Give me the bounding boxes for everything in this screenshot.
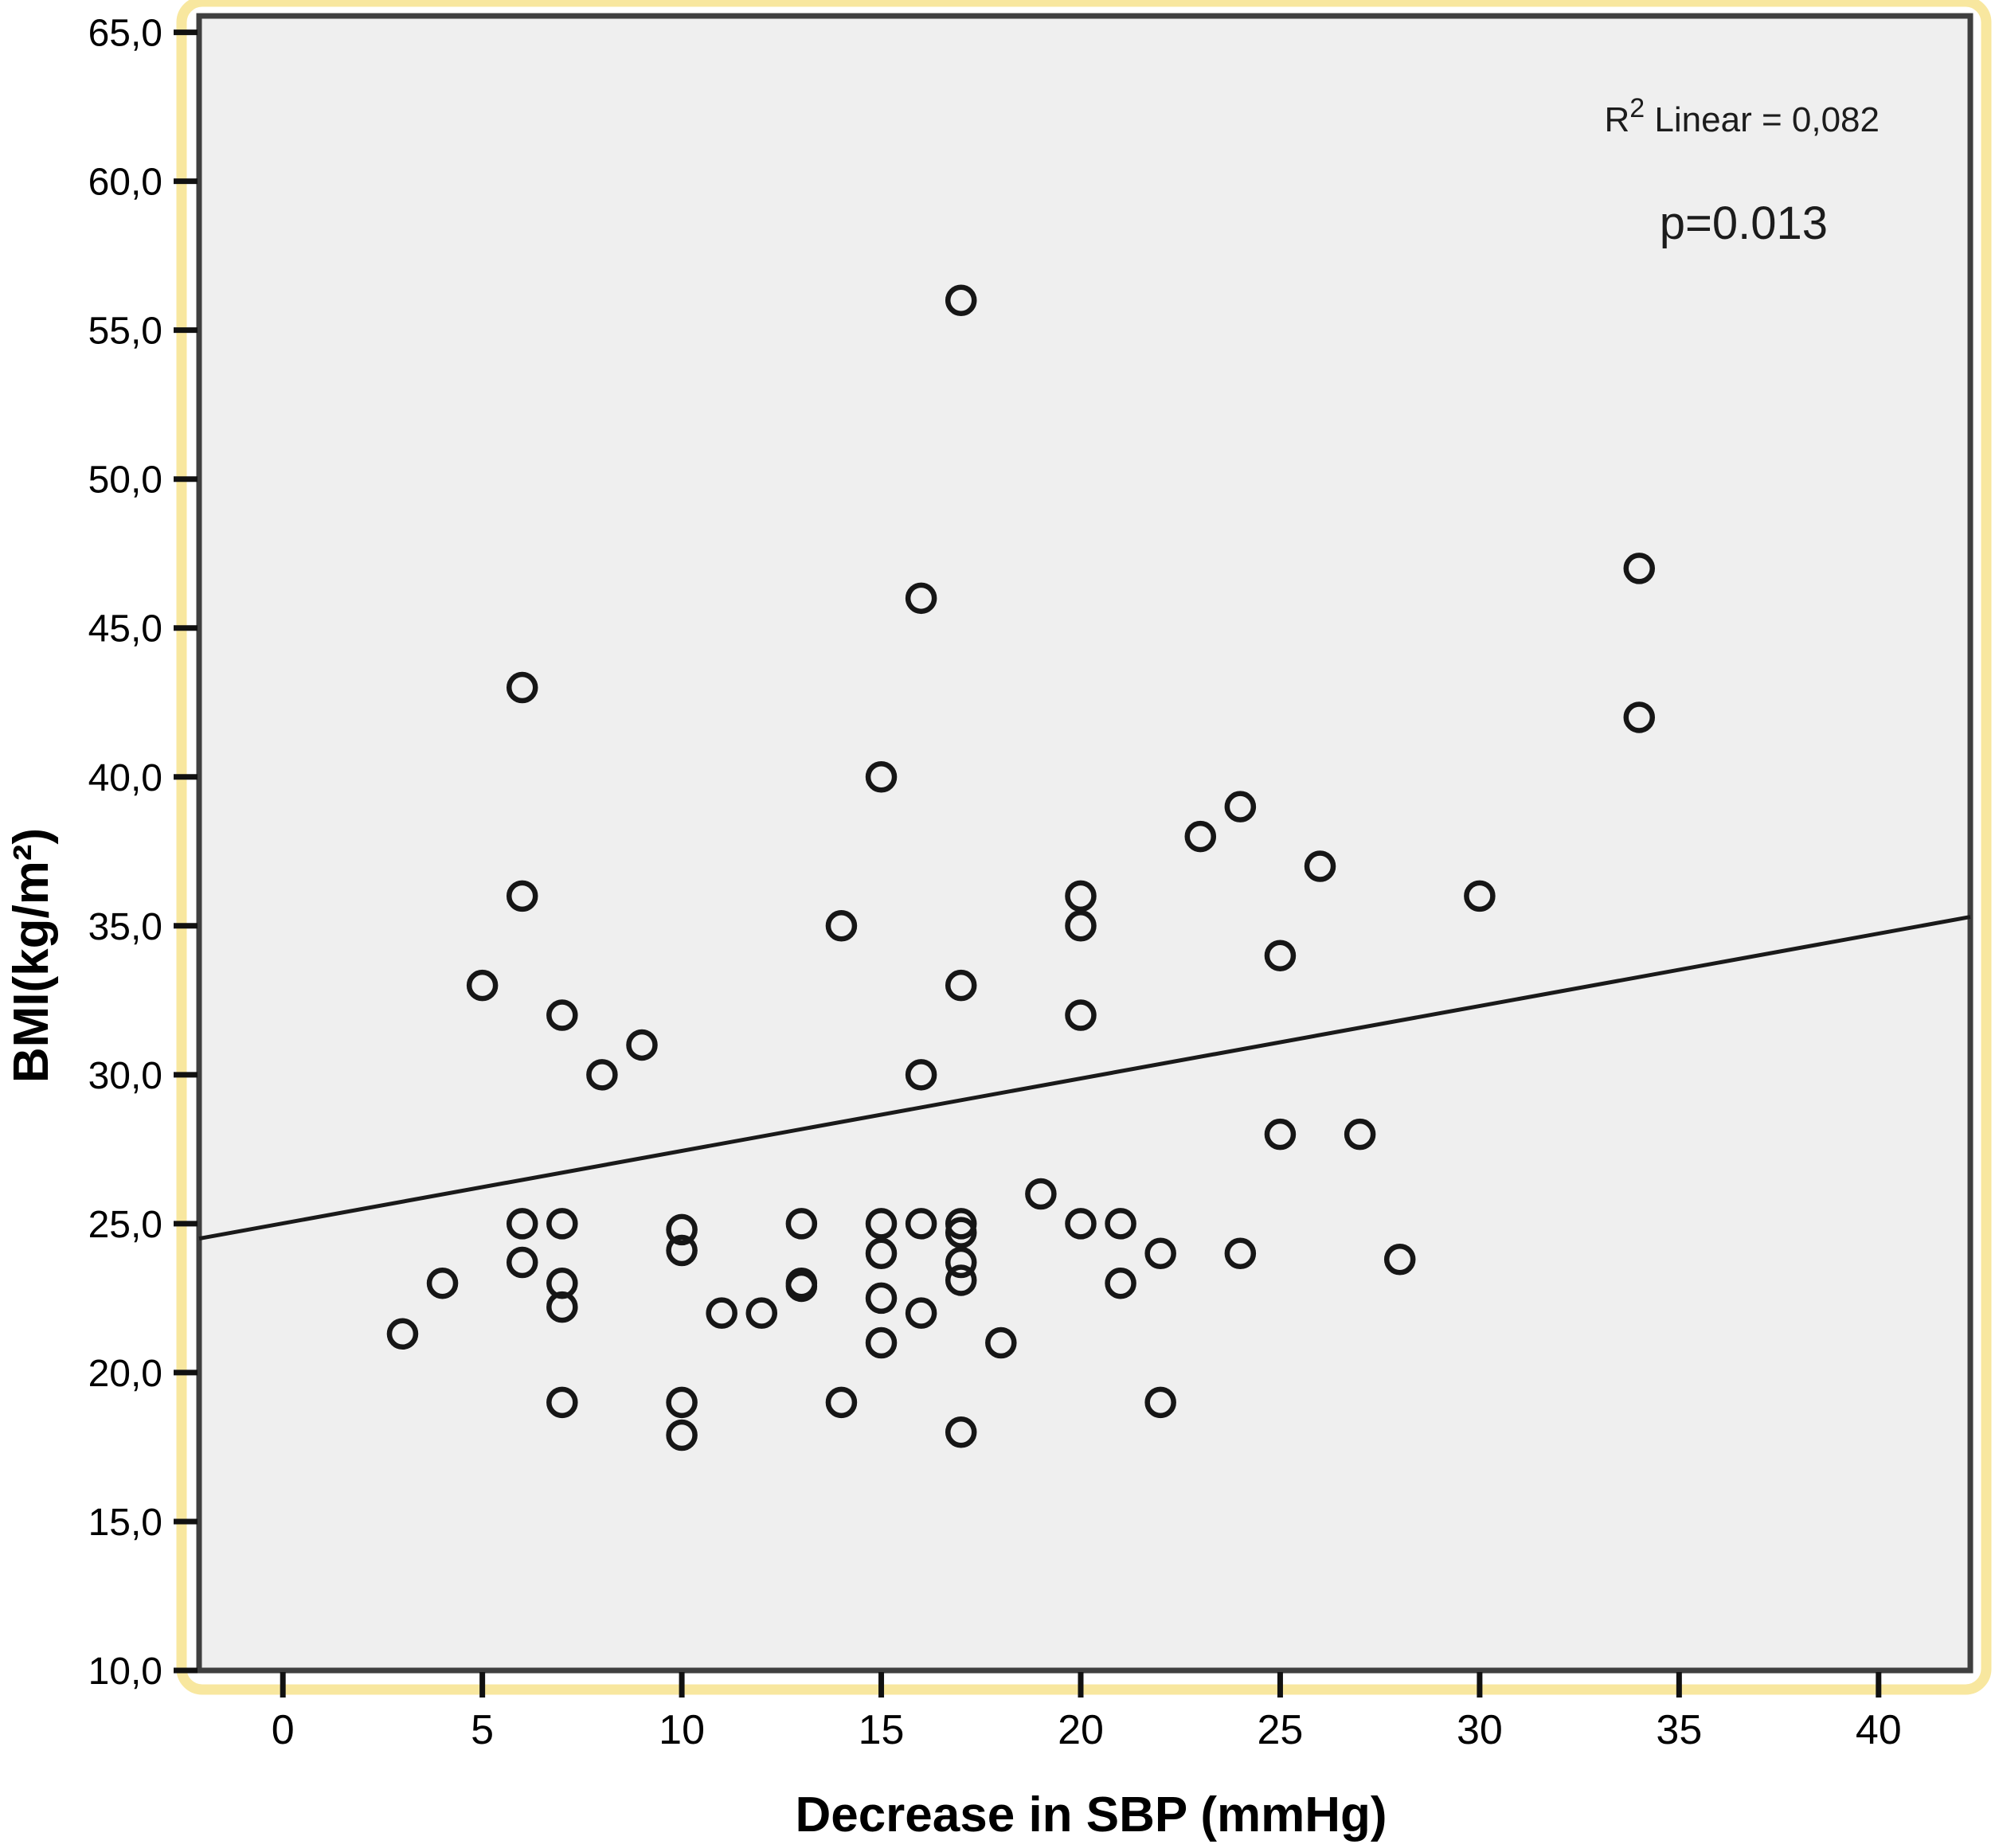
x-tick-label: 25 — [1258, 1707, 1304, 1753]
x-tick-label: 15 — [859, 1707, 905, 1753]
data-point — [945, 1416, 977, 1448]
plot-outer-frame — [176, 0, 1992, 1695]
data-point — [1264, 940, 1297, 971]
data-point — [865, 1208, 898, 1240]
y-tick-label: 55,0 — [88, 311, 162, 353]
data-point — [1623, 701, 1656, 733]
data-point — [1224, 791, 1257, 822]
y-tick-label: 10,0 — [88, 1651, 162, 1693]
plot-area — [196, 13, 1973, 1674]
data-point — [1184, 820, 1217, 853]
y-axis-title: BMI(kg/m²) — [4, 828, 59, 1083]
data-point — [905, 1208, 937, 1240]
data-point — [905, 582, 937, 615]
x-tick-label: 10 — [659, 1707, 705, 1753]
x-axis-title: Decrease in SBP (mmHg) — [795, 1787, 1387, 1842]
x-tick-label: 30 — [1457, 1707, 1503, 1753]
y-axis-ticks: 65,0 60,0 55,0 50,0 45,0 40,0 35,0 30,0 25,0 20,0… — [88, 13, 198, 1693]
data-point — [1304, 850, 1336, 882]
y-tick-label: 50,0 — [88, 459, 162, 502]
x-tick-label: 20 — [1058, 1707, 1104, 1753]
data-point — [546, 1386, 578, 1419]
x-tick-label: 5 — [471, 1707, 494, 1753]
data-point — [945, 1264, 977, 1296]
data-point — [386, 1318, 419, 1350]
data-point — [945, 969, 977, 1002]
y-tick-label: 60,0 — [88, 162, 162, 204]
data-point — [1224, 1237, 1257, 1270]
scatter-points — [386, 284, 1656, 1451]
data-point — [426, 1267, 459, 1299]
data-point — [466, 969, 499, 1002]
y-tick-label: 45,0 — [88, 608, 162, 651]
data-point — [666, 1213, 698, 1246]
data-point — [985, 1326, 1017, 1359]
data-point — [1344, 1118, 1376, 1151]
r-squared-annotation: R2 Linear = 0,082 — [1605, 93, 1880, 139]
data-point — [1105, 1208, 1136, 1240]
data-point — [1464, 880, 1496, 912]
data-point — [506, 880, 538, 912]
data-point — [546, 1208, 578, 1240]
x-tick-label: 40 — [1856, 1707, 1902, 1753]
x-tick-label: 35 — [1656, 1707, 1702, 1753]
y-tick-label: 40,0 — [88, 757, 162, 799]
data-point — [1065, 910, 1097, 942]
data-point — [1623, 553, 1656, 584]
data-point — [825, 910, 858, 942]
data-point — [865, 1237, 898, 1270]
data-point — [825, 1386, 858, 1419]
y-tick-label: 15,0 — [88, 1502, 162, 1544]
data-point — [666, 1386, 698, 1419]
y-tick-label: 25,0 — [88, 1204, 162, 1246]
y-tick-label: 35,0 — [88, 906, 162, 948]
data-point — [945, 1246, 977, 1279]
data-point — [1264, 1118, 1297, 1151]
data-point — [1065, 880, 1097, 912]
data-point — [1383, 1244, 1416, 1276]
data-point — [506, 1246, 538, 1279]
y-tick-label: 30,0 — [88, 1055, 162, 1097]
data-point — [546, 999, 578, 1031]
data-point — [506, 1208, 538, 1240]
data-point — [1144, 1237, 1176, 1270]
data-point — [1065, 999, 1097, 1031]
data-point — [785, 1208, 818, 1240]
data-point — [945, 284, 977, 316]
data-point — [1105, 1267, 1136, 1299]
data-point — [1144, 1386, 1176, 1419]
data-point — [666, 1234, 698, 1267]
data-point — [626, 1029, 658, 1061]
data-point — [706, 1297, 737, 1329]
data-point — [1025, 1178, 1057, 1210]
data-point — [745, 1297, 778, 1329]
data-point — [785, 1270, 818, 1303]
x-tick-label: 0 — [272, 1707, 295, 1753]
y-tick-label: 65,0 — [88, 13, 162, 55]
data-point — [546, 1291, 578, 1323]
data-point — [1065, 1208, 1097, 1240]
data-point — [945, 1217, 977, 1248]
data-point — [586, 1059, 618, 1091]
data-point — [905, 1297, 937, 1329]
regression-line — [198, 915, 1971, 1241]
y-tick-label: 20,0 — [88, 1353, 162, 1395]
data-point — [865, 1326, 898, 1359]
data-point — [945, 1208, 977, 1240]
p-value-annotation: p=0.013 — [1660, 197, 1828, 249]
data-point — [905, 1059, 937, 1091]
data-point — [865, 1282, 898, 1315]
data-point — [506, 671, 538, 704]
data-point — [666, 1419, 698, 1451]
data-point — [865, 761, 898, 793]
x-axis-ticks: 0 5 10 15 20 25 30 35 40 — [272, 1672, 1902, 1753]
